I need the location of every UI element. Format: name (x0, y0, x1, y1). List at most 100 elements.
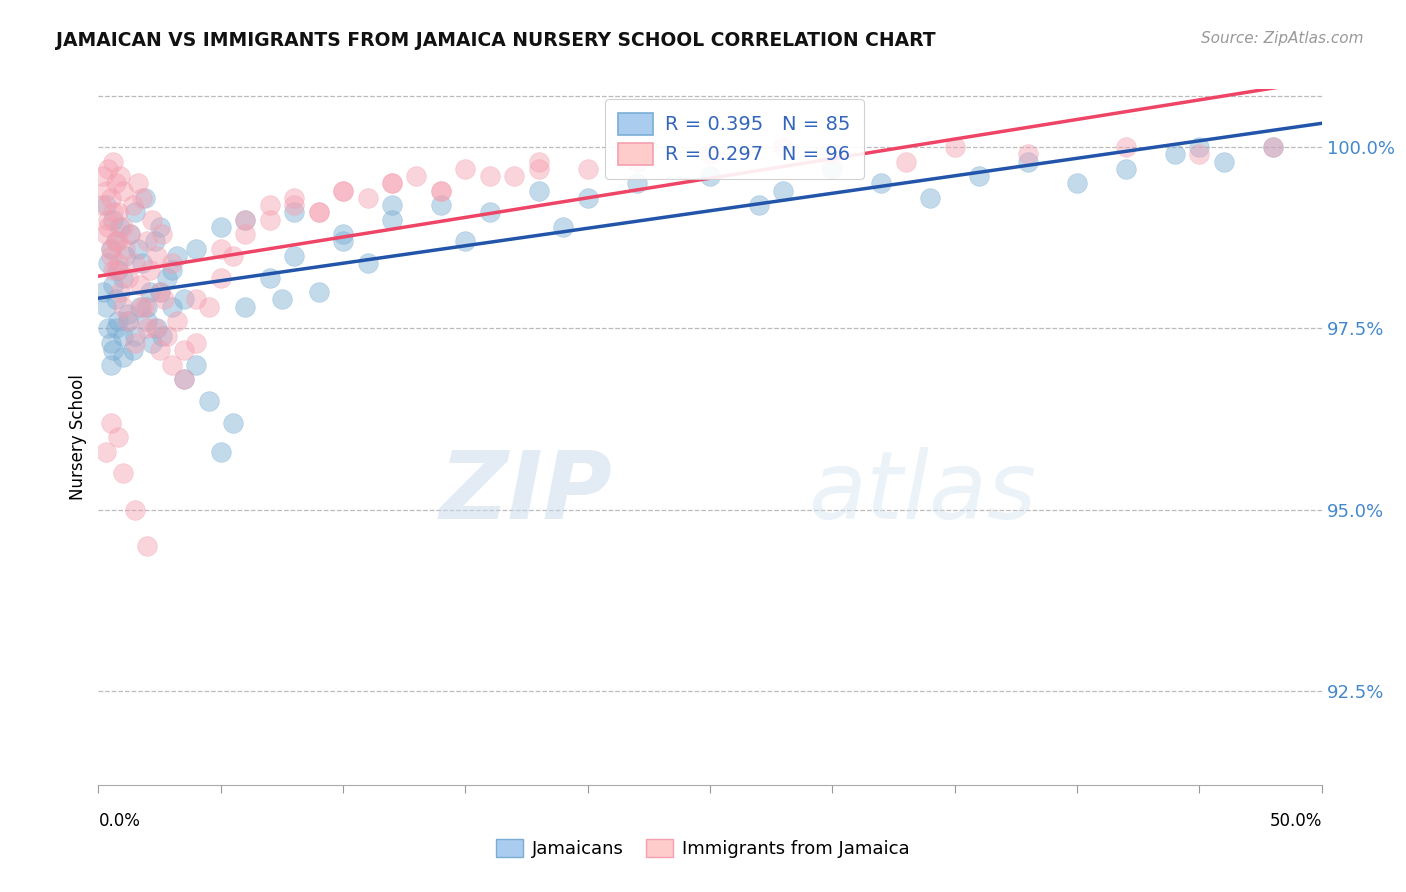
Point (149, 343, 172, 357)
Point (111, 467, 134, 481)
Point (283, 249, 305, 263)
Point (149, 285, 172, 300)
Point (134, 300, 156, 314)
Point (97, 212, 120, 227)
Text: 50.0%: 50.0% (1270, 812, 1322, 830)
Point (233, 300, 256, 314)
Point (111, 351, 134, 365)
Point (136, 321, 159, 335)
Point (381, 177, 404, 191)
Point (1188, 147, 1211, 161)
Point (124, 256, 146, 270)
Point (153, 293, 176, 307)
Point (136, 314, 159, 328)
Point (527, 184, 550, 198)
Point (100, 335, 122, 350)
Point (101, 205, 124, 219)
Point (160, 358, 183, 372)
Point (131, 300, 153, 314)
Point (97, 161, 120, 176)
Point (503, 169, 526, 184)
Point (117, 307, 139, 321)
Point (139, 263, 162, 277)
Point (259, 212, 281, 227)
Point (186, 293, 208, 307)
Point (100, 191, 122, 205)
Point (121, 198, 143, 212)
Point (920, 191, 942, 205)
Point (405, 169, 427, 184)
Point (134, 191, 156, 205)
Point (430, 184, 453, 198)
Point (101, 277, 124, 292)
Point (894, 154, 917, 169)
Point (117, 314, 139, 328)
Point (1188, 140, 1211, 154)
Point (332, 184, 354, 198)
Point (967, 169, 990, 184)
Point (222, 416, 245, 430)
Point (576, 161, 599, 176)
Point (129, 277, 152, 292)
Point (143, 235, 166, 249)
Point (111, 184, 134, 198)
Point (107, 235, 129, 249)
Point (160, 300, 183, 314)
Point (454, 235, 477, 249)
Point (100, 249, 122, 263)
Point (101, 343, 124, 357)
Point (332, 235, 354, 249)
Point (107, 256, 129, 270)
Point (124, 335, 146, 350)
Point (173, 372, 195, 386)
Point (90, 198, 112, 212)
Point (127, 177, 149, 191)
Point (139, 285, 162, 300)
Text: 0.0%: 0.0% (98, 812, 141, 830)
Point (166, 314, 188, 328)
Point (127, 242, 149, 256)
Point (97, 219, 120, 234)
Point (259, 270, 281, 285)
Point (1212, 154, 1234, 169)
Point (94, 198, 117, 212)
Text: Source: ZipAtlas.com: Source: ZipAtlas.com (1201, 31, 1364, 46)
Point (356, 191, 378, 205)
Point (104, 321, 127, 335)
Text: JAMAICAN VS IMMIGRANTS FROM JAMAICA NURSERY SCHOOL CORRELATION CHART: JAMAICAN VS IMMIGRANTS FROM JAMAICA NURS… (56, 31, 936, 50)
Point (156, 270, 179, 285)
Point (308, 285, 330, 300)
Point (1261, 140, 1284, 154)
Text: ZIP: ZIP (439, 447, 612, 539)
Point (197, 393, 219, 408)
Point (381, 212, 404, 227)
Point (101, 154, 124, 169)
Point (1017, 154, 1039, 169)
Point (332, 227, 354, 241)
Point (94, 227, 117, 241)
Point (124, 205, 146, 219)
Point (478, 205, 501, 219)
Point (626, 177, 648, 191)
Point (111, 219, 134, 234)
Point (772, 184, 794, 198)
Point (107, 430, 129, 444)
Point (381, 198, 404, 212)
Point (94, 444, 117, 458)
Point (186, 358, 208, 372)
Point (233, 212, 256, 227)
Point (430, 198, 453, 212)
Point (117, 270, 139, 285)
Point (150, 227, 173, 241)
Point (104, 235, 127, 249)
Point (699, 147, 721, 161)
Point (1261, 140, 1284, 154)
Point (186, 242, 208, 256)
Legend: Jamaicans, Immigrants from Jamaica: Jamaicans, Immigrants from Jamaica (489, 831, 917, 865)
Point (527, 154, 550, 169)
Point (110, 219, 132, 234)
Point (821, 147, 844, 161)
Point (209, 242, 232, 256)
Point (332, 184, 354, 198)
Point (308, 205, 330, 219)
